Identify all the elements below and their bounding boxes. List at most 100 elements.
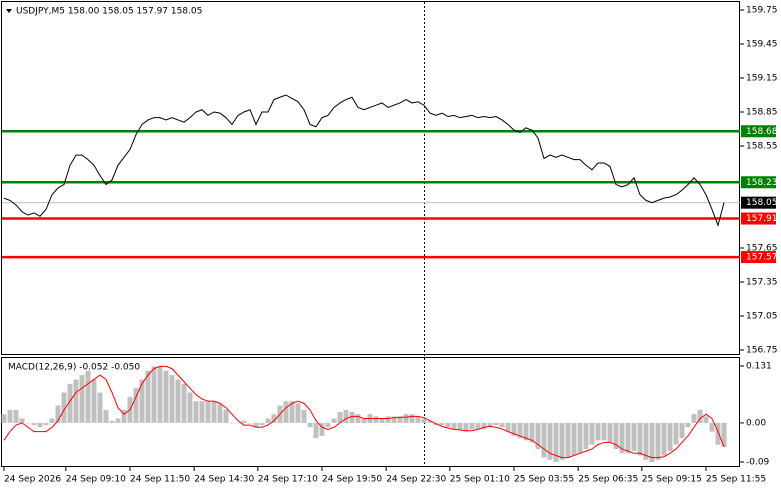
macd-bar — [163, 370, 169, 423]
macd-bar — [583, 422, 589, 449]
macd-bar — [247, 422, 253, 424]
macd-bar — [361, 418, 367, 423]
macd-bar — [61, 392, 67, 423]
y-tick-label: 159.15 — [746, 74, 778, 84]
macd-bar — [631, 422, 637, 452]
y-tick-label: 0.00 — [746, 418, 766, 428]
macd-bar — [331, 418, 337, 423]
macd-bar — [643, 422, 649, 460]
macd-bar — [655, 422, 661, 460]
level-tag — [741, 251, 776, 264]
macd-bar — [175, 379, 181, 423]
macd-bar — [37, 422, 43, 428]
macd-bar — [55, 405, 61, 423]
macd-bar — [715, 422, 721, 445]
macd-bar — [511, 422, 517, 436]
macd-bar — [649, 422, 655, 462]
macd-panel — [1, 357, 740, 467]
y-tick-label: 159.75 — [746, 6, 778, 16]
macd-bar — [451, 422, 457, 430]
macd-bar — [121, 409, 127, 423]
macd-bar — [73, 379, 79, 423]
y-tick-label: 159.45 — [746, 40, 778, 50]
last-price-label: 158.05 — [746, 198, 778, 208]
macd-bar — [49, 418, 55, 423]
macd-bar — [43, 422, 49, 426]
macd-bar — [313, 422, 319, 439]
macd-bar — [91, 379, 97, 423]
macd-bar — [289, 401, 295, 423]
macd-bar — [355, 414, 361, 423]
signal-line — [3, 365, 725, 459]
macd-bar — [205, 401, 211, 423]
macd-bar — [547, 422, 553, 460]
macd-bar — [721, 422, 727, 447]
macd-bar — [235, 422, 241, 424]
macd-bar — [199, 401, 205, 423]
macd-bar — [499, 422, 505, 428]
level-label: 158.23 — [746, 178, 778, 188]
level-tag — [741, 212, 776, 225]
macd-bar — [109, 420, 115, 423]
macd-bar — [661, 422, 667, 456]
macd-bar — [529, 422, 535, 443]
macd-bar — [475, 422, 481, 430]
macd-bar — [25, 422, 31, 424]
macd-title: MACD(12,26,9) -0.052 -0.050 — [8, 363, 140, 373]
level-tag — [741, 176, 776, 189]
x-tick-label: 24 Sep 17:10 — [258, 475, 318, 485]
level-tag — [741, 125, 776, 138]
macd-bar — [703, 416, 709, 423]
macd-bar — [691, 414, 697, 423]
macd-bar — [571, 422, 577, 456]
macd-bar — [301, 409, 307, 423]
macd-bar — [241, 420, 247, 423]
macd-bar — [283, 401, 289, 423]
macd-bar — [625, 422, 631, 454]
macd-bar — [1, 414, 7, 423]
macd-bar — [463, 422, 469, 432]
macd-bar — [373, 416, 379, 423]
macd-bar — [523, 422, 529, 441]
macd-bar — [217, 403, 223, 423]
macd-bar — [385, 416, 391, 423]
macd-bar — [589, 422, 595, 445]
price-line — [3, 94, 725, 227]
macd-bar — [403, 414, 409, 423]
macd-bar — [13, 409, 19, 423]
macd-bar — [193, 401, 199, 423]
macd-bar — [337, 412, 343, 423]
macd-bar — [67, 383, 73, 423]
macd-bar — [517, 422, 523, 439]
macd-bar — [457, 422, 463, 430]
macd-bar — [409, 414, 415, 423]
x-tick-label: 24 Sep 19:50 — [322, 475, 382, 485]
macd-bar — [19, 418, 25, 423]
macd-bar — [85, 370, 91, 423]
y-tick-label: 157.35 — [746, 278, 778, 288]
y-tick-label: -0.09 — [746, 458, 770, 468]
level-label: 157.57 — [746, 253, 778, 263]
macd-bar — [349, 412, 355, 423]
macd-bar — [577, 422, 583, 454]
macd-bar — [139, 379, 145, 423]
macd-bar — [295, 403, 301, 423]
macd-bar — [613, 422, 619, 449]
macd-bar — [145, 370, 151, 423]
macd-bar — [607, 422, 613, 443]
macd-bar — [397, 416, 403, 423]
macd-bar — [151, 366, 157, 423]
y-tick-label: 156.75 — [746, 346, 778, 356]
x-tick-label: 25 Sep 09:15 — [642, 475, 702, 485]
macd-bar — [619, 422, 625, 454]
y-tick-label: 157.05 — [746, 312, 778, 322]
y-tick-label: 158.85 — [746, 108, 778, 118]
macd-bar — [601, 422, 607, 441]
macd-bar — [427, 420, 433, 423]
macd-bar — [493, 422, 499, 426]
macd-bar — [115, 418, 121, 423]
macd-bar — [31, 422, 37, 426]
macd-bar — [595, 422, 601, 441]
